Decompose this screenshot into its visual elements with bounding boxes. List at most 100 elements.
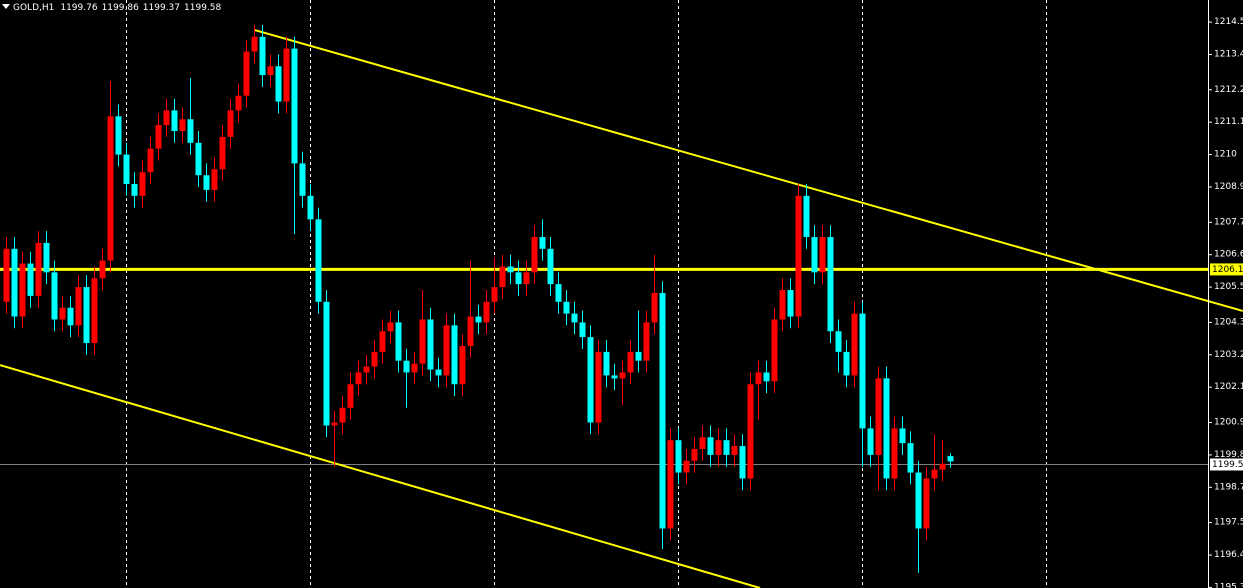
y-tick-label: 1207.7 xyxy=(1214,217,1243,227)
candle-body xyxy=(243,51,250,96)
candle-body xyxy=(291,48,298,164)
candle-body xyxy=(355,372,362,385)
candle-body xyxy=(419,319,426,364)
candle-body xyxy=(659,292,666,529)
candle-body xyxy=(763,372,770,382)
candle-body xyxy=(235,95,242,111)
candle-body xyxy=(203,175,210,190)
current-price-box xyxy=(1210,458,1243,471)
candle-body xyxy=(91,278,98,344)
candle-body xyxy=(899,428,906,444)
candle-body xyxy=(827,237,834,332)
candle-body xyxy=(643,322,650,361)
candle-body xyxy=(683,460,690,473)
candle-body xyxy=(459,345,466,385)
candle-body xyxy=(843,351,850,376)
candle-body xyxy=(867,428,874,455)
horizontal-line-price-box xyxy=(1210,263,1243,276)
ohlc-close: 1199.58 xyxy=(184,3,221,13)
candle-body xyxy=(267,66,274,76)
candle-body xyxy=(499,266,506,288)
candle-body xyxy=(691,449,698,461)
candle-body xyxy=(195,142,202,176)
candle-body xyxy=(907,443,914,473)
candle-body xyxy=(75,287,82,326)
candle-body xyxy=(947,456,954,462)
y-tick-label: 1210 xyxy=(1214,150,1237,160)
candle-body xyxy=(275,66,282,102)
candle-body xyxy=(307,195,314,220)
candle-body xyxy=(379,331,386,352)
candle-body xyxy=(51,272,58,320)
candle-body xyxy=(187,119,194,143)
candle-body xyxy=(155,125,162,149)
candle-body xyxy=(411,363,418,373)
y-tick-label: 1204.3 xyxy=(1214,317,1243,327)
candle-body xyxy=(27,263,34,296)
candle-body xyxy=(747,384,754,479)
candle-body xyxy=(211,169,218,190)
candle-body xyxy=(427,319,434,370)
candle-body xyxy=(667,440,674,529)
trend-line xyxy=(254,29,1243,312)
candle-body xyxy=(67,307,74,326)
candle-body xyxy=(515,272,522,285)
ohlc-open: 1199.76 xyxy=(60,3,97,13)
y-tick-label: 1197.5 xyxy=(1214,518,1243,528)
candle-body xyxy=(875,378,882,455)
candle-body xyxy=(339,407,346,423)
candle-body xyxy=(475,316,482,323)
symbol-menu-icon[interactable] xyxy=(2,4,10,9)
candle-body xyxy=(931,469,938,479)
candle-body xyxy=(675,440,682,473)
candle-body xyxy=(259,36,266,76)
y-tick-label: 1203.2 xyxy=(1214,350,1243,360)
candle-body xyxy=(387,322,394,332)
candle-body xyxy=(131,184,138,196)
candle-body xyxy=(323,301,330,426)
ohlc-low: 1199.37 xyxy=(143,3,180,13)
trend-line xyxy=(0,364,761,588)
y-tick-label: 1211.1 xyxy=(1214,117,1243,127)
candle-body xyxy=(771,319,778,382)
candle-body xyxy=(755,372,762,385)
y-tick-label: 1195.3 xyxy=(1214,582,1243,588)
candle-body xyxy=(163,110,170,126)
candle-body xyxy=(595,351,602,423)
candle-body xyxy=(627,351,634,373)
candle-body xyxy=(923,478,930,529)
candle-body xyxy=(739,446,746,479)
candle-body xyxy=(787,290,794,317)
ohlc-high: 1199.86 xyxy=(102,3,139,13)
candle-body xyxy=(523,272,530,285)
chart-header: GOLD,H1 1199.76 1199.86 1199.37 1199.58 xyxy=(13,3,222,13)
candle-body xyxy=(603,351,610,376)
y-tick-label: 1198.7 xyxy=(1214,482,1243,492)
candle-body xyxy=(115,116,122,155)
candle-body xyxy=(435,369,442,376)
candle-body xyxy=(531,237,538,273)
candle-body xyxy=(611,375,618,379)
candle-body xyxy=(451,325,458,385)
y-tick-label: 1212.2 xyxy=(1214,85,1243,95)
candle-body xyxy=(779,290,786,320)
candle-body xyxy=(491,287,498,302)
candle-body xyxy=(795,195,802,317)
candle-body xyxy=(859,313,866,429)
candle-body xyxy=(891,428,898,479)
candle-body xyxy=(731,446,738,455)
candle-body xyxy=(299,163,306,196)
candle-body xyxy=(587,337,594,423)
candle-body xyxy=(939,463,946,470)
candle-body xyxy=(715,440,722,455)
candle-body xyxy=(883,378,890,479)
candle-body xyxy=(35,242,42,296)
candle-body xyxy=(579,322,586,338)
horizontal-line-price-label: 1206.1 xyxy=(1212,265,1243,275)
candle-body xyxy=(811,237,818,273)
candle-body xyxy=(395,322,402,361)
candle-body xyxy=(43,242,50,273)
candle-body xyxy=(699,437,706,450)
